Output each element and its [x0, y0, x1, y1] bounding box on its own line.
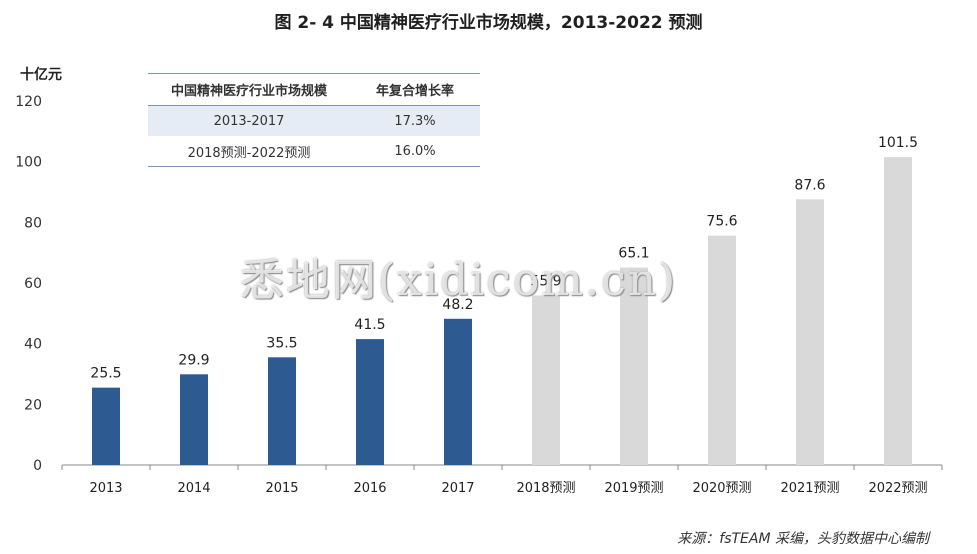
x-tick-label: 2022预测: [868, 481, 927, 496]
bar: [620, 267, 648, 465]
x-tick-label: 2015: [265, 481, 298, 496]
bar: [708, 235, 736, 465]
cagr-table: 中国精神医疗行业市场规模 年复合增长率 2013-2017 17.3% 2018…: [148, 73, 480, 167]
x-tick-label: 2021预测: [780, 481, 839, 496]
x-tick-label: 2013: [89, 481, 122, 496]
y-tick-label: 60: [24, 276, 42, 292]
y-axis-unit-label: 十亿元: [20, 66, 62, 83]
y-tick-label: 20: [24, 397, 42, 413]
x-tick-label: 2018预测: [516, 481, 575, 496]
data-label: 25.5: [90, 366, 121, 382]
y-tick-label: 40: [24, 337, 42, 353]
y-tick-label: 120: [15, 94, 42, 110]
table-row: 2018预测-2022预测 16.0%: [148, 136, 480, 167]
figure-title: 图 2- 4 中国精神医疗行业市场规模，2013-2022 预测: [274, 13, 703, 33]
table-header-market: 中国精神医疗行业市场规模: [148, 73, 350, 106]
data-label: 65.1: [618, 246, 649, 262]
table-header-row: 中国精神医疗行业市场规模 年复合增长率: [148, 73, 480, 106]
table-cell-period: 2013-2017: [148, 105, 350, 136]
x-tick-label: 2019预测: [604, 481, 663, 496]
bar: [532, 295, 560, 465]
x-tick-label: 2017: [441, 481, 474, 496]
data-label: 87.6: [794, 177, 825, 193]
x-tick-label: 2020预测: [692, 481, 751, 496]
bar: [444, 318, 472, 465]
data-label: 55.9: [530, 273, 561, 289]
table-row: 2013-2017 17.3%: [148, 105, 480, 136]
x-tick-label: 2016: [353, 481, 386, 496]
watermark-text: 悉地网(xidicom.cn): [240, 255, 678, 306]
bar: [356, 339, 384, 465]
data-label: 75.6: [706, 214, 737, 230]
data-label: 29.9: [178, 352, 209, 368]
data-label: 41.5: [354, 317, 385, 333]
table-header-cagr: 年复合增长率: [350, 73, 480, 106]
source-note: 来源：fsTEAM 采编，头豹数据中心编制: [677, 531, 929, 547]
bar: [92, 387, 120, 465]
data-label: 48.2: [442, 297, 473, 313]
bar: [884, 157, 912, 465]
data-label: 35.5: [266, 335, 297, 351]
y-tick-label: 80: [24, 215, 42, 231]
bar: [796, 199, 824, 465]
data-label: 101.5: [878, 135, 918, 151]
x-tick-label: 2014: [177, 481, 210, 496]
bar: [268, 357, 296, 465]
table-cell-cagr: 17.3%: [350, 105, 480, 136]
y-tick-label: 0: [33, 458, 42, 474]
table-cell-period: 2018预测-2022预测: [148, 136, 350, 167]
table-cell-cagr: 16.0%: [350, 136, 480, 167]
bar: [180, 374, 208, 465]
y-tick-label: 100: [15, 155, 42, 171]
